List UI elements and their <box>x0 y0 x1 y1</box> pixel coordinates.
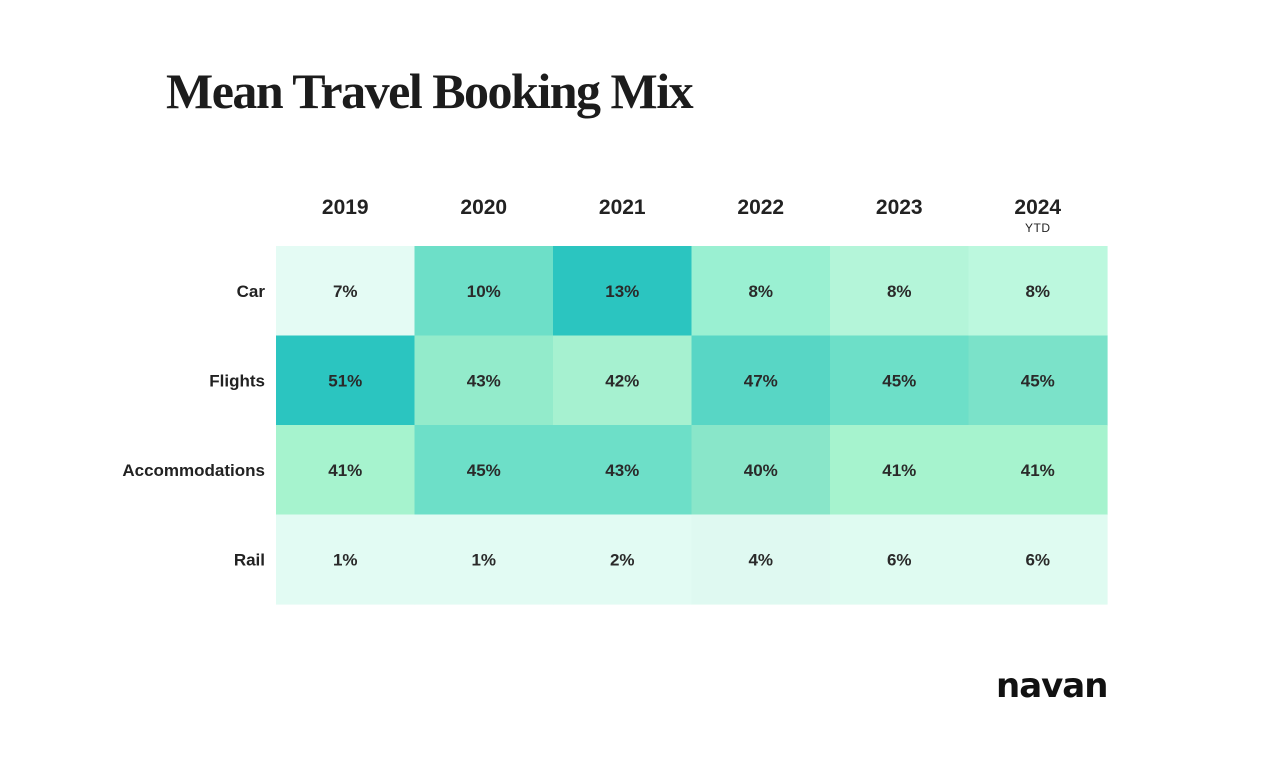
cell-value-flights-2019: 51% <box>328 371 362 390</box>
row-label-accommodations: Accommodations <box>122 461 265 480</box>
row-label-flights: Flights <box>209 371 265 390</box>
row-label-rail: Rail <box>234 550 265 569</box>
cell-value-car-2024: 8% <box>1025 282 1050 301</box>
column-header-2023: 2023 <box>876 196 923 219</box>
heatmap-cell-flights-2024 <box>968 335 1108 426</box>
heatmap-cell-flights-2019 <box>276 335 416 426</box>
cell-value-flights-2021: 42% <box>605 371 639 390</box>
heatmap-cell-flights-2023 <box>830 335 970 426</box>
cell-value-rail-2023: 6% <box>887 550 912 569</box>
heatmap-cell-rail-2021 <box>553 514 693 605</box>
cell-value-rail-2019: 1% <box>333 550 358 569</box>
heatmap-cell-flights-2021 <box>553 335 693 426</box>
column-header-2020: 2020 <box>460 196 507 219</box>
cell-value-car-2023: 8% <box>887 282 912 301</box>
cell-value-accommodations-2024: 41% <box>1021 461 1055 480</box>
row-label-car: Car <box>237 282 266 301</box>
heatmap-cell-car-2021 <box>553 246 693 337</box>
cell-value-flights-2022: 47% <box>744 371 778 390</box>
heatmap-cell-accommodations-2022 <box>691 425 831 516</box>
heatmap-cell-rail-2020 <box>414 514 554 605</box>
cell-value-rail-2024: 6% <box>1025 550 1050 569</box>
cell-value-accommodations-2021: 43% <box>605 461 639 480</box>
column-note-2024: YTD <box>1025 221 1051 235</box>
cell-value-accommodations-2019: 41% <box>328 461 362 480</box>
cell-value-car-2019: 7% <box>333 282 358 301</box>
heatmap-cell-car-2022 <box>691 246 831 337</box>
column-header-2019: 2019 <box>322 196 369 219</box>
heatmap-cell-accommodations-2019 <box>276 425 416 516</box>
cell-value-rail-2021: 2% <box>610 550 635 569</box>
cell-value-accommodations-2020: 45% <box>467 461 501 480</box>
heatmap-cell-car-2019 <box>276 246 416 337</box>
cell-value-flights-2023: 45% <box>882 371 916 390</box>
heatmap-cell-rail-2024 <box>968 514 1108 605</box>
heatmap-cell-accommodations-2024 <box>968 425 1108 516</box>
column-header-2024: 2024 <box>1014 196 1061 219</box>
cell-value-car-2020: 10% <box>467 282 501 301</box>
column-header-2021: 2021 <box>599 196 646 219</box>
chart-title: Mean Travel Booking Mix <box>166 63 694 119</box>
heatmap-cell-car-2024 <box>968 246 1108 337</box>
heatmap-cell-flights-2022 <box>691 335 831 426</box>
cell-value-accommodations-2022: 40% <box>744 461 778 480</box>
cell-value-flights-2020: 43% <box>467 371 501 390</box>
navan-logo: navan <box>996 666 1108 706</box>
heatmap-cell-flights-2020 <box>414 335 554 426</box>
column-header-2022: 2022 <box>737 196 784 219</box>
heatmap-cell-accommodations-2021 <box>553 425 693 516</box>
cell-value-car-2022: 8% <box>748 282 773 301</box>
cell-value-rail-2020: 1% <box>471 550 496 569</box>
cell-value-accommodations-2023: 41% <box>882 461 916 480</box>
heatmap-cell-rail-2019 <box>276 514 416 605</box>
heatmap-cell-car-2023 <box>830 246 970 337</box>
cell-value-car-2021: 13% <box>605 282 639 301</box>
cell-value-flights-2024: 45% <box>1021 371 1055 390</box>
heatmap-cell-rail-2022 <box>691 514 831 605</box>
heatmap-cell-rail-2023 <box>830 514 970 605</box>
heatmap-cell-accommodations-2020 <box>414 425 554 516</box>
heatmap-cell-car-2020 <box>414 246 554 337</box>
heatmap-cell-accommodations-2023 <box>830 425 970 516</box>
cell-value-rail-2022: 4% <box>748 550 773 569</box>
